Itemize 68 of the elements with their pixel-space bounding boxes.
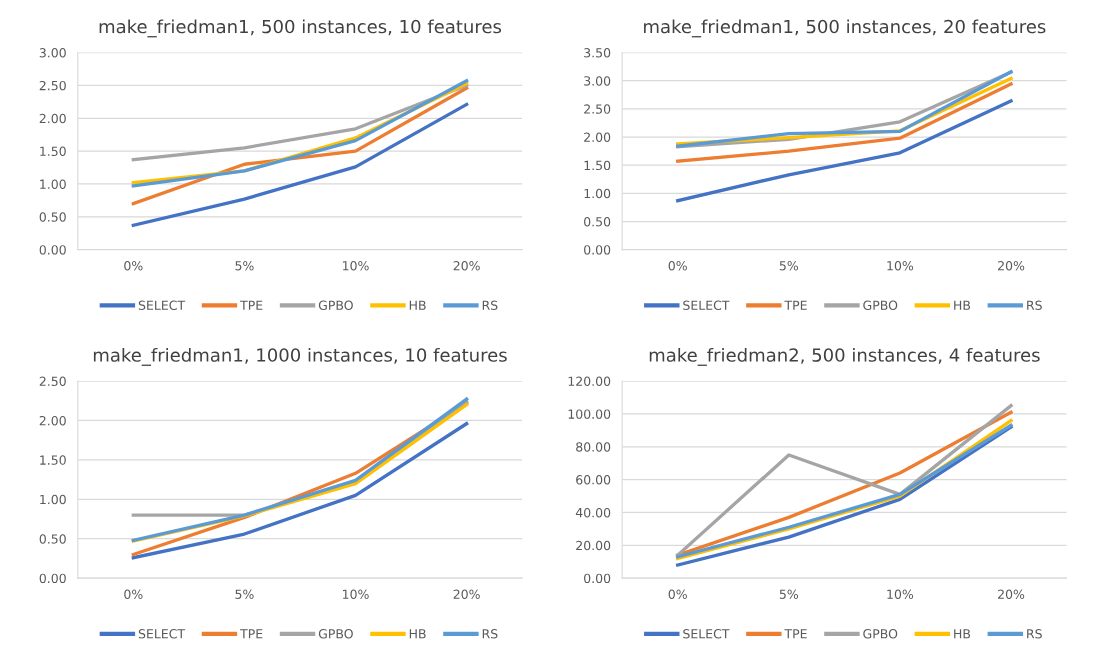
y-tick-label: 0.00 bbox=[39, 245, 66, 255]
legend-label: SELECT bbox=[683, 629, 730, 639]
x-tick-label: 10% bbox=[343, 260, 369, 271]
y-tick-label: 0.00 bbox=[584, 573, 611, 584]
y-tick-label: 3.00 bbox=[39, 48, 66, 58]
x-tick-label: 5% bbox=[235, 260, 254, 271]
legend-label: GPBO bbox=[318, 629, 353, 639]
legend-label: SELECT bbox=[138, 629, 186, 639]
x-tick-label: 10% bbox=[343, 589, 369, 599]
x-tick-label: 20% bbox=[998, 260, 1025, 271]
y-tick-label: 0.00 bbox=[39, 573, 66, 584]
legend-label: TPE bbox=[784, 300, 807, 310]
x-tick-label: 0% bbox=[668, 260, 687, 271]
y-tick-label: 1.00 bbox=[584, 188, 611, 199]
x-tick-label: 10% bbox=[887, 589, 914, 599]
x-tick-label: 0% bbox=[124, 589, 143, 599]
y-tick-label: 3.50 bbox=[584, 48, 611, 58]
legend-label: TPE bbox=[240, 629, 263, 639]
y-tick-label: 2.00 bbox=[39, 415, 66, 426]
x-tick-label: 5% bbox=[779, 589, 799, 599]
y-tick-label: 2.50 bbox=[584, 104, 611, 114]
chart-title: make_friedman1, 500 instances, 20 features bbox=[644, 19, 1046, 38]
y-tick-label: 0.50 bbox=[584, 216, 611, 227]
legend-label: HB bbox=[954, 629, 971, 639]
y-tick-label: 1.00 bbox=[40, 179, 66, 189]
y-tick-label: 80.00 bbox=[576, 442, 611, 452]
y-tick-label: 0.00 bbox=[584, 245, 611, 255]
y-tick-label: 100.00 bbox=[568, 409, 611, 419]
legend-label: RS bbox=[1027, 629, 1042, 639]
legend-label: RS bbox=[482, 629, 498, 639]
legend-label: SELECT bbox=[683, 300, 730, 311]
legend-label: RS bbox=[1027, 300, 1042, 311]
y-tick-label: 0.50 bbox=[39, 212, 66, 222]
x-tick-label: 0% bbox=[124, 260, 143, 271]
y-tick-label: 120.00 bbox=[568, 376, 611, 386]
x-tick-label: 10% bbox=[887, 260, 914, 271]
legend-label: GPBO bbox=[863, 300, 898, 311]
y-tick-label: 2.00 bbox=[584, 132, 611, 142]
legend-label: RS bbox=[482, 300, 498, 311]
x-tick-label: 20% bbox=[453, 260, 480, 271]
chart-title: make_friedman1, 500 instances, 10 features bbox=[99, 19, 502, 38]
legend-label: TPE bbox=[784, 629, 807, 639]
legend-label: HB bbox=[954, 300, 971, 310]
y-tick-label: 0.50 bbox=[39, 534, 66, 544]
x-tick-label: 20% bbox=[453, 589, 480, 599]
chart-title: make_friedman1, 1000 instances, 10 features bbox=[93, 347, 507, 366]
legend-label: GPBO bbox=[863, 629, 898, 639]
y-tick-label: 60.00 bbox=[576, 475, 611, 485]
legend-label: GPBO bbox=[318, 300, 353, 311]
x-tick-label: 5% bbox=[779, 260, 799, 271]
chart-title: make_friedman2, 500 instances, 4 features bbox=[649, 347, 1040, 366]
x-tick-label: 20% bbox=[998, 589, 1025, 599]
y-tick-label: 1.50 bbox=[40, 455, 66, 465]
y-tick-label: 20.00 bbox=[576, 540, 611, 551]
y-tick-label: 2.50 bbox=[39, 80, 66, 91]
y-tick-label: 1.00 bbox=[40, 494, 66, 505]
legend-label: HB bbox=[409, 300, 426, 310]
y-tick-label: 2.50 bbox=[39, 376, 66, 386]
y-tick-label: 1.50 bbox=[40, 146, 66, 157]
x-tick-label: 5% bbox=[235, 589, 254, 599]
legend-label: TPE bbox=[240, 300, 263, 310]
legend-label: SELECT bbox=[138, 300, 186, 311]
y-tick-label: 3.00 bbox=[584, 76, 611, 86]
y-tick-label: 2.00 bbox=[39, 113, 66, 124]
legend-label: HB bbox=[409, 629, 426, 639]
x-tick-label: 0% bbox=[668, 589, 687, 599]
y-tick-label: 40.00 bbox=[575, 507, 611, 518]
y-tick-label: 1.50 bbox=[584, 160, 611, 171]
